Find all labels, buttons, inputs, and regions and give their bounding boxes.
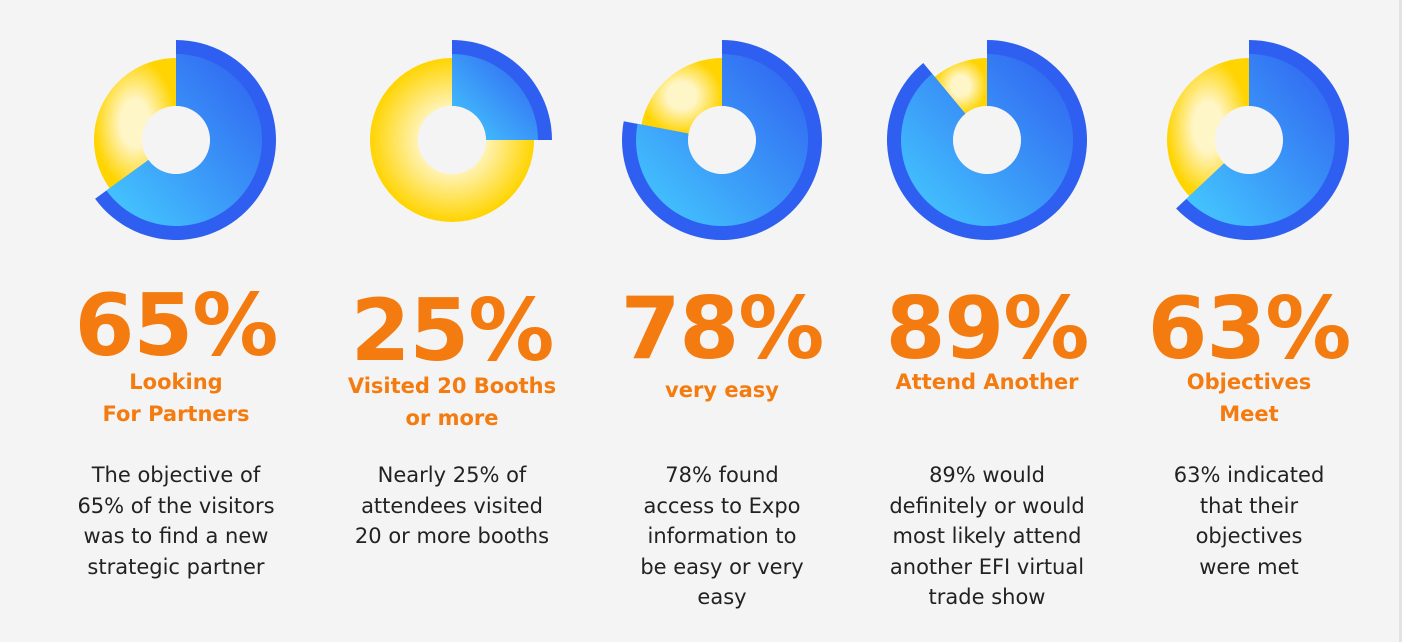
stat-attend-another: 89% Attend Another 89% would definitely … bbox=[862, 0, 1112, 642]
donut-value-segment bbox=[452, 54, 538, 140]
donut-chart bbox=[352, 40, 552, 240]
donut-remainder-segment bbox=[370, 58, 534, 222]
page-edge bbox=[1399, 0, 1402, 642]
donut-svg bbox=[370, 40, 552, 222]
donut-hole bbox=[953, 106, 1021, 174]
donut-hole bbox=[142, 106, 210, 174]
donut-value-segment bbox=[1186, 54, 1335, 226]
stat-label: Attend Another bbox=[895, 370, 1079, 394]
stat-description: Nearly 25% of attendees visited 20 or mo… bbox=[354, 463, 550, 548]
donut-remainder-segment bbox=[1167, 58, 1249, 197]
stat-visited-booths: 25% Visited 20 Booths or more Nearly 25%… bbox=[327, 0, 577, 642]
stat-description: 78% found access to Expo information to … bbox=[640, 463, 804, 609]
stat-label: very easy bbox=[665, 378, 779, 402]
donut-hole bbox=[418, 106, 486, 174]
donut-chart bbox=[76, 40, 276, 241]
donut-hole bbox=[688, 106, 756, 174]
donut-svg bbox=[887, 40, 1087, 240]
stat-label: Objectives Meet bbox=[1186, 370, 1312, 426]
stat-label: Visited 20 Booths or more bbox=[347, 374, 557, 430]
stat-very-easy: 78% very easy 78% found access to Expo i… bbox=[597, 0, 847, 642]
donut-remainder-segment bbox=[94, 58, 176, 189]
stat-looking-for-partners: 65% Looking For Partners The objective o… bbox=[51, 0, 301, 642]
donut-hole bbox=[1215, 106, 1283, 174]
donut-svg bbox=[94, 40, 276, 241]
donut-chart bbox=[622, 40, 822, 240]
stat-description: 63% indicated that their objectives were… bbox=[1173, 463, 1325, 579]
stat-description: 89% would definitely or would most likel… bbox=[889, 463, 1085, 609]
donut-value-segment bbox=[901, 54, 1073, 226]
donut-value-segment bbox=[636, 54, 808, 226]
stat-percentage: 63% bbox=[1147, 279, 1352, 379]
donut-chart bbox=[1149, 40, 1349, 240]
stat-percentage: 25% bbox=[350, 281, 555, 381]
stat-label: Looking For Partners bbox=[102, 370, 250, 426]
donut-remainder-segment bbox=[934, 58, 987, 114]
stat-percentage: 89% bbox=[885, 279, 1090, 379]
donut-value-segment bbox=[106, 54, 263, 226]
stat-description: The objective of 65% of the visitors was… bbox=[77, 463, 275, 579]
donut-remainder-segment bbox=[641, 58, 722, 134]
donut-svg bbox=[1167, 40, 1349, 240]
stat-objectives-meet: 63% Objectives Meet 63% indicated that t… bbox=[1124, 0, 1374, 642]
stat-percentage: 78% bbox=[620, 279, 825, 379]
donut-chart bbox=[887, 40, 1087, 240]
donut-svg bbox=[622, 40, 822, 240]
stat-percentage: 65% bbox=[74, 276, 279, 376]
